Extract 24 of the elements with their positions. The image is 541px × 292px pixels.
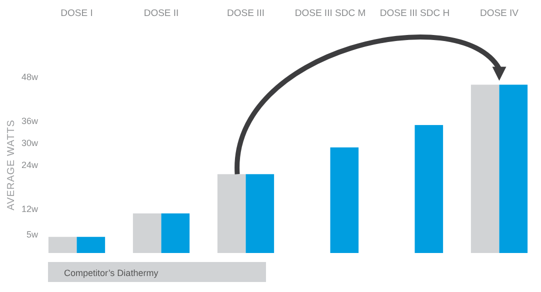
y-tick-label: 5w (26, 230, 38, 240)
bar (76, 236, 106, 253)
bar (470, 84, 500, 253)
y-axis-title: AVERAGE WATTS (6, 120, 17, 210)
x-tick-label: DOSE II (144, 8, 179, 19)
bar (499, 84, 528, 253)
y-tick-label: 24w (21, 160, 38, 170)
x-tick-label: DOSE III (227, 8, 264, 19)
x-tick-label: DOSE IV (480, 8, 520, 19)
bar (132, 213, 162, 253)
x-tick-label: DOSE I (60, 8, 93, 19)
bar (217, 174, 246, 253)
bar (161, 213, 190, 253)
y-tick-label: 36w (21, 116, 38, 126)
bar (414, 125, 444, 253)
x-tick-label: DOSE III SDC H (380, 8, 450, 19)
bar (48, 236, 77, 253)
bar (246, 174, 274, 253)
series-label: Competitor’s Diathermy (64, 268, 159, 278)
bar (330, 147, 359, 253)
y-tick-label: 48w (21, 72, 38, 82)
y-tick-label: 30w (21, 138, 38, 148)
x-tick-label: DOSE III SDC M (294, 8, 366, 19)
y-tick-label: 12w (21, 204, 38, 214)
